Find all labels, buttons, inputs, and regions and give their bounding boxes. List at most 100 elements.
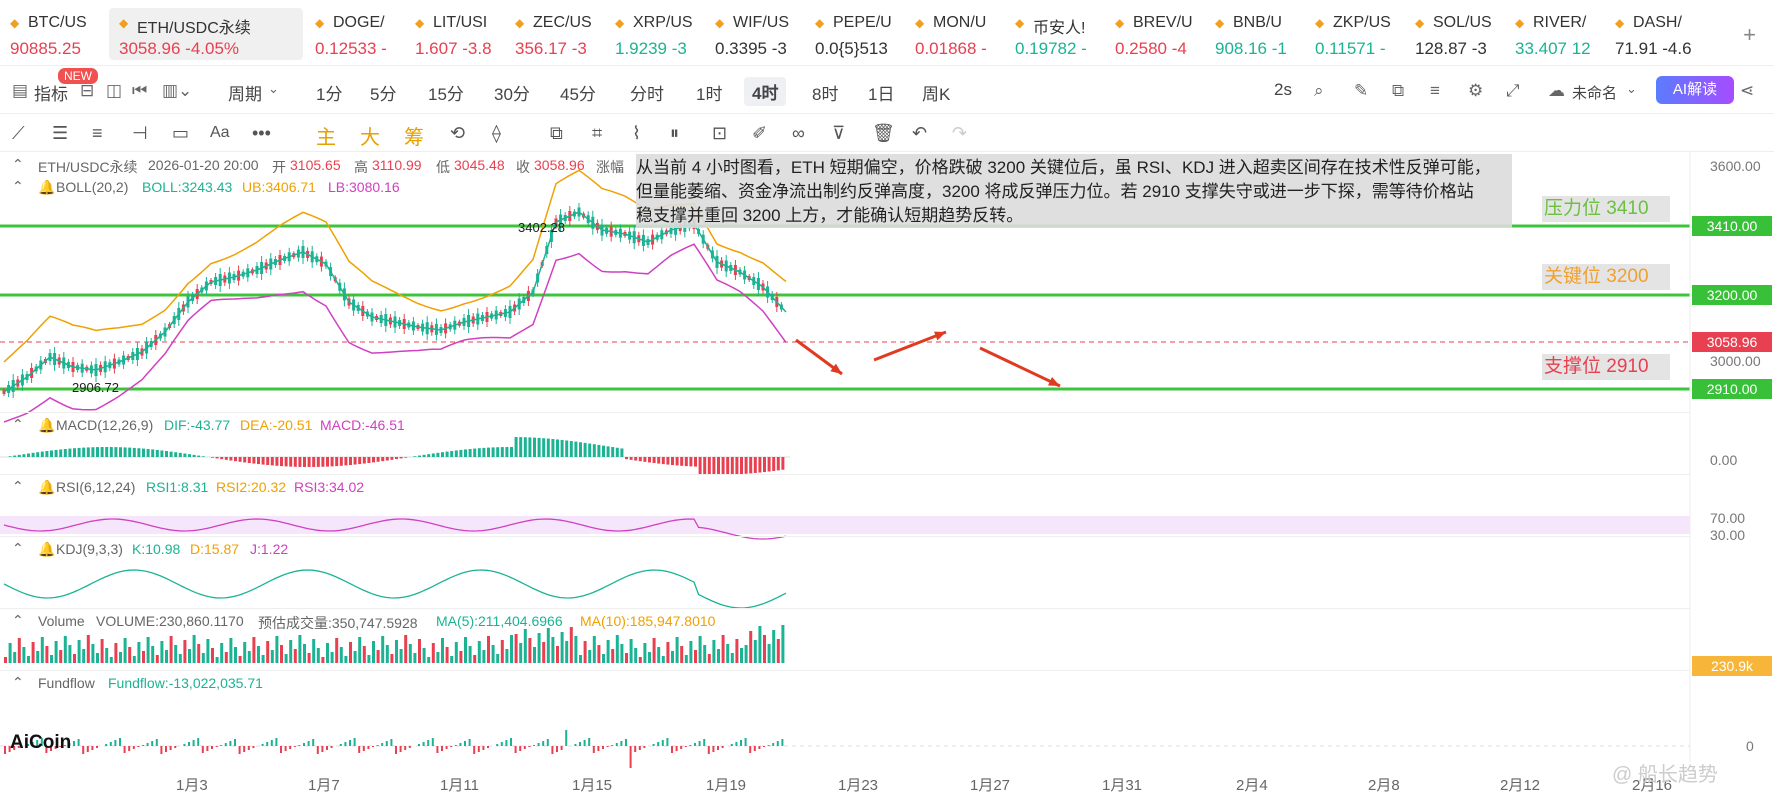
collapse-icon[interactable]: ⌃ xyxy=(12,156,24,172)
period-10[interactable]: 周K xyxy=(922,85,951,104)
period-5[interactable]: 分时 xyxy=(630,85,664,104)
pen-icon[interactable]: ✎ xyxy=(1354,81,1369,100)
ticker-item[interactable]: ◆ BTC/US 90885.25 xyxy=(0,8,100,60)
layout-icon[interactable]: ⊟ xyxy=(80,81,95,100)
candle-tool-icon[interactable]: ⏸ xyxy=(670,123,679,143)
ticker-item[interactable]: ◆ LIT/USI 1.607 -3.8 xyxy=(405,8,505,60)
ticker-item[interactable]: ◆ ETH/USDC永续 3058.96 -4.05% xyxy=(109,8,303,60)
expand-icon[interactable]: ◫ xyxy=(106,81,123,100)
indicator-button[interactable]: 指标 xyxy=(34,85,68,104)
text-tool-icon[interactable]: Aa xyxy=(210,124,230,141)
list-icon[interactable]: ≡ xyxy=(1430,81,1440,100)
rect-tool-icon[interactable]: ▭ xyxy=(172,123,190,143)
period-dropdown[interactable]: 周期 xyxy=(228,85,262,104)
more-tools-icon[interactable]: ••• xyxy=(252,123,271,143)
redo-icon[interactable]: ↷ xyxy=(952,123,968,143)
collapse-icon[interactable]: ⌃ xyxy=(12,612,24,628)
add-ticker-icon[interactable]: + xyxy=(1743,22,1756,47)
macd-bar xyxy=(523,437,527,457)
fundflow-bar xyxy=(330,746,333,748)
brush-icon[interactable]: ⌇ xyxy=(632,123,641,143)
rsi-name: RSI(6,12,24) xyxy=(56,479,136,495)
chart-area[interactable]: ⌃ ETH/USDC永续 2026-01-20 20:00 开 3105.65 … xyxy=(0,152,1774,797)
fundflow-bar xyxy=(468,739,471,746)
candle-type-icon[interactable]: ▥⌄ xyxy=(162,81,193,100)
ticker-item[interactable]: ◆ WIF/US 0.3395 -3 xyxy=(705,8,805,60)
collapse-icon[interactable]: ⌃ xyxy=(12,540,24,556)
ruler-icon[interactable]: ⌗ xyxy=(592,123,603,143)
macd-bar xyxy=(105,447,109,457)
fullscreen-icon[interactable]: ⤢ xyxy=(1506,81,1520,100)
collapse-icon[interactable]: ⌃ xyxy=(12,674,24,690)
price-chart-canvas[interactable] xyxy=(0,152,1774,797)
ticker-item[interactable]: ◆ XRP/US 1.9239 -3 xyxy=(605,8,705,60)
share-icon[interactable]: ⋖ xyxy=(1740,81,1755,100)
edit-icon[interactable]: ✐ xyxy=(752,123,768,143)
ray-tool-icon[interactable]: ⊣ xyxy=(132,123,148,143)
ticker-item[interactable]: ◆ RIVER/ 33.407 12 xyxy=(1505,8,1605,60)
ai-interpret-button[interactable]: AI解读 xyxy=(1656,76,1734,104)
collapse-icon[interactable]: ⌃ xyxy=(12,178,24,194)
period-9[interactable]: 1日 xyxy=(868,85,895,104)
camera-icon[interactable]: ⌕ xyxy=(1314,81,1324,100)
ticker-item[interactable]: ◆ ZKP/US 0.11571 - xyxy=(1305,8,1405,60)
undo-icon[interactable]: ↶ xyxy=(912,123,928,143)
volume-bar xyxy=(482,650,486,663)
macd-bar xyxy=(597,444,601,457)
ticker-item[interactable]: ◆ BREV/U 0.2580 -4 xyxy=(1105,8,1205,60)
settings-icon[interactable]: ⚙ xyxy=(1468,81,1484,100)
fundflow-bar xyxy=(321,746,324,752)
bell-icon[interactable]: 🔔 xyxy=(38,417,56,433)
volume-bar xyxy=(54,641,58,663)
legend-open: 3105.65 xyxy=(290,157,341,173)
legend-time: 2026-01-20 20:00 xyxy=(148,157,259,173)
ticker-item[interactable]: ◆ BNB/U 908.16 -1 xyxy=(1205,8,1305,60)
period-3[interactable]: 30分 xyxy=(494,85,530,104)
line-tool-icon[interactable]: ⟋ xyxy=(12,123,25,143)
duplicate-icon[interactable]: ⧉ xyxy=(550,123,563,143)
main-chart-toggle[interactable]: 主 xyxy=(316,127,336,149)
ticker-item[interactable]: ◆ MON/U 0.01868 - xyxy=(905,8,1005,60)
ticker-item[interactable]: ◆ PEPE/U 0.0{5}513 xyxy=(805,8,905,60)
lock-icon[interactable]: ⊡ xyxy=(712,123,728,143)
ticker-item[interactable]: ◆ DASH/ 71.91 -4.6 xyxy=(1605,8,1705,60)
collapse-icon[interactable]: ⌃ xyxy=(12,478,24,494)
price-tag-3200: 3200.00 xyxy=(1692,285,1772,305)
ticker-item[interactable]: ◆ DOGE/ 0.12533 - xyxy=(305,8,405,60)
collapse-icon[interactable]: ⌃ xyxy=(12,416,24,432)
macd-bar xyxy=(533,437,536,457)
cloud-icon: ☁ xyxy=(1548,81,1565,100)
copy-icon[interactable]: ⧉ xyxy=(1392,81,1405,100)
period-8[interactable]: 8时 xyxy=(812,85,839,104)
ticker-item[interactable]: ◆ ZEC/US 356.17 -3 xyxy=(505,8,605,60)
macd-bar xyxy=(579,442,582,457)
magnet-icon[interactable]: ⟠ xyxy=(492,123,501,143)
macd-bar xyxy=(749,457,753,474)
chip-toggle[interactable]: 筹 xyxy=(404,127,424,149)
pane-separator xyxy=(0,474,1690,475)
rewind-icon[interactable]: ⏮ xyxy=(132,81,148,100)
period-4[interactable]: 45分 xyxy=(560,85,596,104)
account-dropdown[interactable]: 未命名 xyxy=(1572,85,1618,102)
period-6[interactable]: 1时 xyxy=(696,85,723,104)
volume-bar xyxy=(381,636,385,663)
period-0[interactable]: 1分 xyxy=(316,85,343,104)
sync-icon[interactable]: ⟲ xyxy=(450,123,466,143)
channel-tool-icon[interactable]: ≡ xyxy=(92,123,103,143)
period-1[interactable]: 5分 xyxy=(370,85,397,104)
ticker-item[interactable]: ◆ SOL/US 128.87 -3 xyxy=(1405,8,1505,60)
big-order-toggle[interactable]: 大 xyxy=(360,127,380,149)
bell-icon[interactable]: 🔔 xyxy=(38,541,56,557)
bell-icon[interactable]: 🔔 xyxy=(38,179,56,195)
ticker-item[interactable]: ◆ 币安人! 0.19782 - xyxy=(1005,8,1105,60)
period-2[interactable]: 15分 xyxy=(428,85,464,104)
filter-icon[interactable]: ⊽ xyxy=(832,123,846,143)
period-7[interactable]: 4时 xyxy=(744,77,787,106)
refresh-interval[interactable]: 2s xyxy=(1274,80,1292,99)
link-icon[interactable]: ∞ xyxy=(792,123,805,143)
fundflow-bar xyxy=(27,744,29,746)
trash-icon[interactable]: 🗑 xyxy=(872,123,895,143)
hline-tool-icon[interactable]: ☰ xyxy=(52,123,69,143)
bell-icon[interactable]: 🔔 xyxy=(38,479,56,495)
macd-bar xyxy=(758,457,762,473)
